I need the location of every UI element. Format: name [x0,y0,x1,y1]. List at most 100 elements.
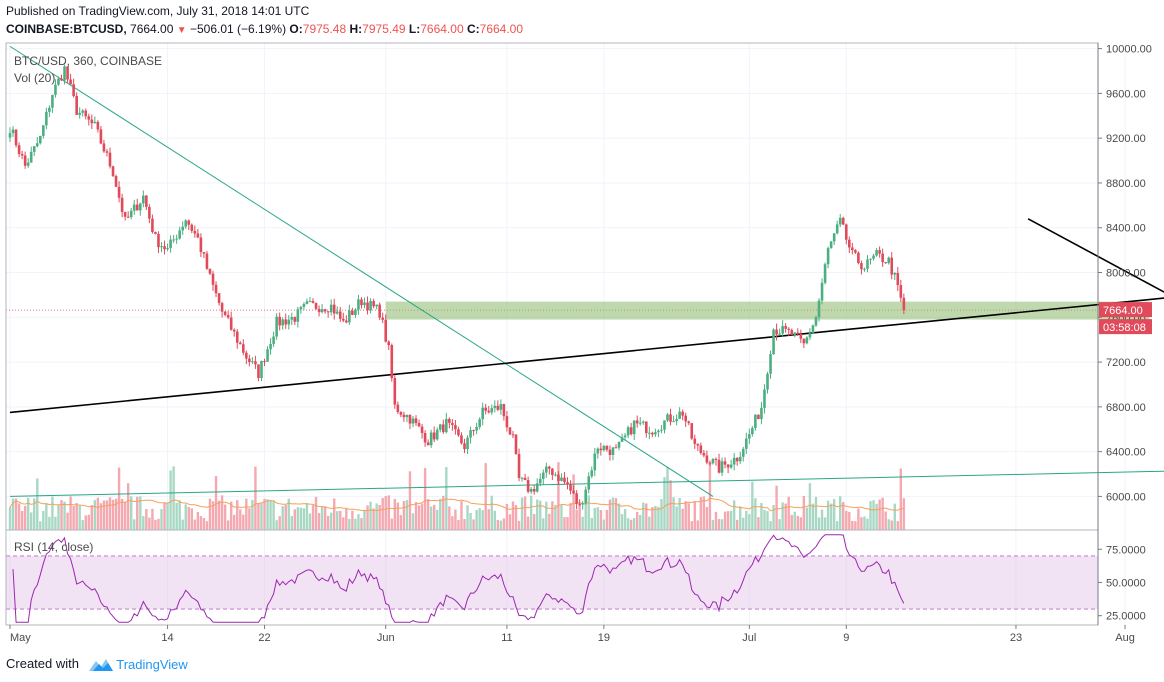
candle-body [190,224,194,231]
volume-bar [211,501,215,530]
volume-bar [378,505,381,530]
symbol: COINBASE:BTCUSD, [6,22,127,36]
volume-bar [566,517,569,530]
rsi-legend: RSI (14, close) [14,540,93,554]
volume-bar [605,509,609,530]
volume-bar [717,518,721,530]
candle-body [129,210,133,218]
volume-bar [375,503,378,530]
volume-bar [675,506,678,530]
volume-bar [154,519,157,530]
candle-body [766,373,769,390]
rsi-line [12,534,905,623]
volume-bar [499,520,503,530]
volume-bar [339,510,342,530]
volume-bar [863,516,866,530]
volume-bar [626,518,630,530]
candle-body [720,461,724,473]
candle-body [187,220,191,225]
volume-bar [572,474,575,530]
candle-body [454,425,457,430]
candle-body [60,78,63,81]
time-tick-label: Jun [377,632,395,644]
volume-bar [333,498,336,530]
candle-body [178,230,181,239]
open-value: 7975.48 [302,22,347,36]
volume-bar [39,521,42,530]
volume-bar [284,504,287,530]
candle-body [45,111,48,126]
volume-bar [387,495,390,530]
candle-body [345,320,348,323]
volume-bar [181,519,184,530]
volume-bar [305,502,309,530]
candle-body [217,293,221,304]
volume-bar [57,504,60,530]
candle-body [581,503,584,505]
candle-body [820,282,824,301]
volume-bar [60,500,63,530]
candle-body [902,297,906,311]
candle-body [441,424,445,433]
volume-bar [611,497,615,530]
candle-body [417,423,421,427]
volume-bar [620,514,624,530]
candle-body [626,427,630,436]
volume-bar [878,499,881,530]
candle-body [751,428,754,435]
candle-body [87,116,91,120]
candle-body [384,319,388,342]
volume-bar [372,508,375,530]
tradingview-logo-icon[interactable] [88,658,113,672]
candle-body [611,447,615,455]
time-tick-label: May [10,632,31,644]
candle-body [402,414,406,418]
candle-body [690,423,694,439]
candle-body [635,420,639,424]
volume-bar [87,514,90,530]
volume-bar [820,509,824,530]
candle-body [623,435,627,438]
volume-bar [223,504,227,530]
candle-body [872,255,875,259]
candle-body [741,448,745,457]
volume-bar [320,506,324,530]
candle-body [399,411,403,415]
volume-bar [175,502,178,530]
candle-body [299,306,303,310]
candle-body [278,316,281,326]
candle-body [378,304,381,318]
volume-bar [502,518,506,530]
candle-body [878,250,881,254]
volume-bar [526,516,530,530]
volume-bar [105,500,109,530]
volume-bar [133,519,136,530]
high-value: 7975.49 [362,22,406,36]
candle-body [281,319,284,326]
volume-bar [517,520,521,530]
trendline [9,470,1164,497]
tradingview-link[interactable]: TradingView [116,657,188,673]
volume-bar [233,514,236,530]
volume-bar [433,504,436,530]
candle-body [8,133,12,138]
candle-body [390,345,394,379]
volume-bar [193,519,197,530]
volume-bar [81,520,84,530]
time-tick-label: 22 [258,632,270,644]
candle-body [229,317,233,330]
volume-bar [732,500,736,530]
volume-bar [714,511,718,530]
candle-body [884,262,887,264]
candle-body [714,459,718,461]
volume-bar [584,499,587,530]
candle-body [863,268,866,270]
volume-bar [36,478,39,530]
volume-bar [178,500,181,530]
candle-body [35,143,39,147]
candle-body [472,430,475,432]
candle-body [638,422,642,424]
candle-body [114,176,118,187]
volume-bar [63,501,66,530]
